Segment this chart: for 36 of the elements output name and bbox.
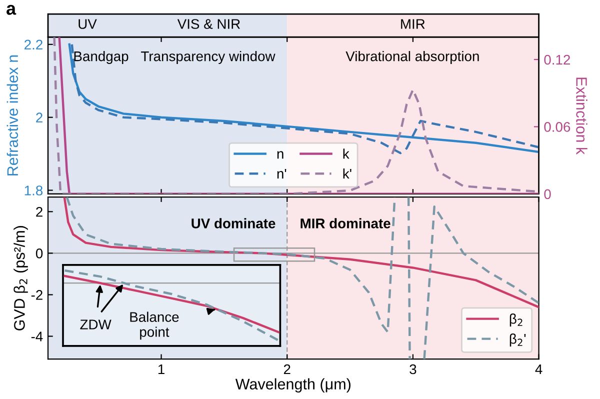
legend-label: k — [343, 148, 350, 159]
annotation: UV dominate — [192, 218, 276, 228]
annotation: Transparency window — [141, 51, 276, 64]
y-tick-label: 1.8 — [24, 186, 43, 196]
y-tick-label: 2.2 — [24, 40, 42, 50]
annotation: Bandgap — [74, 51, 128, 64]
y-tick-label: -2 — [31, 290, 42, 300]
legend-label: n' — [277, 168, 286, 179]
y2-tick-label: 0.06 — [544, 122, 570, 132]
y-tick-label: 2 — [36, 206, 42, 217]
x-tick-label: 3 — [410, 364, 416, 374]
x-tick-label: 2 — [284, 364, 290, 374]
annotation: MIR dominate — [300, 218, 390, 228]
legend-label: k' — [343, 168, 352, 179]
text: MIR — [401, 19, 425, 29]
y-tick-label: -4 — [31, 332, 43, 342]
text: UV — [78, 19, 97, 29]
x-tick-label: 1 — [158, 364, 164, 374]
y2-tick-label: 0 — [544, 189, 551, 200]
y2-tick-label: 0.12 — [544, 54, 570, 65]
line-series — [63, 197, 539, 308]
x-axis-title: Wavelength (μm) — [235, 378, 350, 393]
annotation: Vibrational absorption — [346, 51, 479, 64]
y-axis-title: Refractive index n — [6, 55, 18, 176]
y-tick-label: 2 — [36, 112, 42, 122]
legend-label: β$_{2}$ — [510, 314, 522, 326]
text: a — [6, 4, 16, 15]
text: VIS & NIR — [177, 19, 240, 29]
y2-axis-title: Extinction k — [576, 78, 588, 155]
legend-label: n — [277, 151, 284, 159]
legend-label: β$_{2}$' — [510, 334, 526, 346]
annotation: ZDW — [80, 320, 112, 330]
y-axis-title: GVD β$_{2}$ (ps²/m) — [14, 226, 28, 330]
annotation: Balance point — [130, 312, 179, 340]
x-tick-label: 4 — [535, 364, 542, 374]
y-tick-label: 0 — [36, 248, 43, 258]
